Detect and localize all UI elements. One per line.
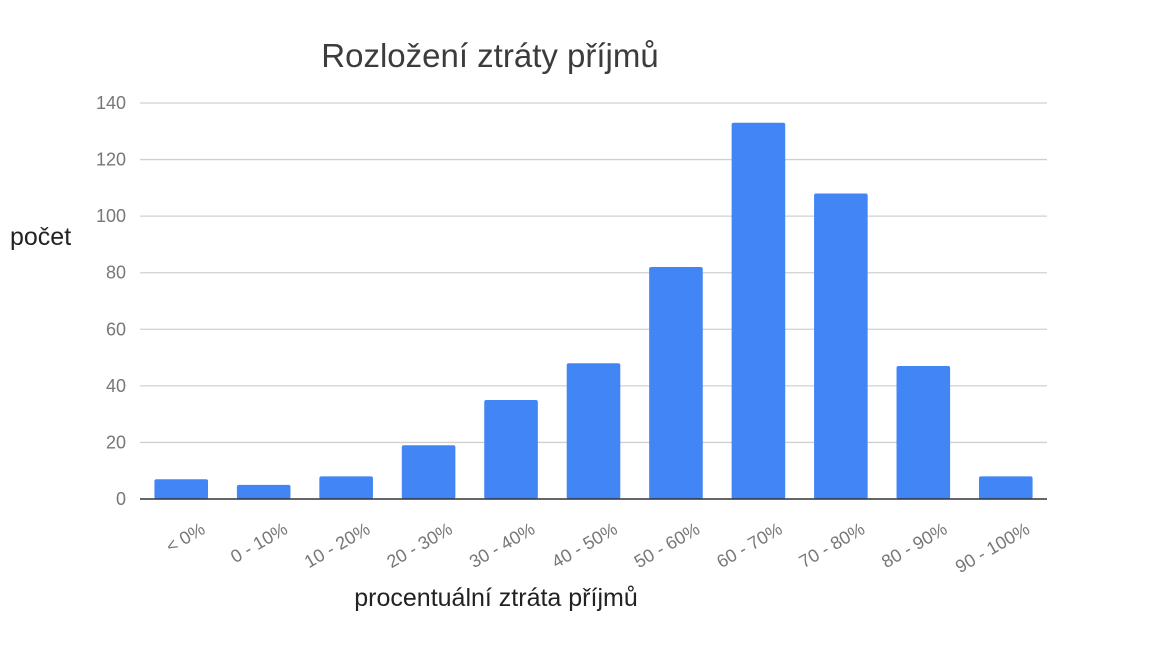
x-tick-label: 30 - 40%: [466, 519, 538, 572]
bar: [814, 193, 868, 499]
gridlines: [140, 102, 1047, 444]
y-tick-label: 60: [106, 319, 126, 339]
y-tick-label: 80: [106, 263, 126, 283]
y-axis-ticks: 0 20 40 60 80 100 120 140: [96, 93, 126, 509]
bars: [154, 122, 1033, 500]
bar: [401, 445, 456, 499]
x-axis-ticks: < 0% 0 - 10% 10 - 20% 20 - 30% 30 - 40% 40 - …: [162, 519, 1033, 577]
x-tick-label: 20 - 30%: [383, 519, 455, 572]
bar: [484, 400, 538, 499]
x-tick-label: 0 - 10%: [227, 519, 291, 567]
bar: [896, 366, 951, 499]
x-tick-label: 90 - 100%: [952, 519, 1033, 577]
y-tick-label: 20: [106, 432, 126, 452]
y-tick-label: 140: [96, 93, 126, 113]
x-tick-label: 40 - 50%: [548, 519, 620, 572]
bar: [978, 476, 1033, 499]
x-axis-title: procentuální ztráta příjmů: [354, 584, 637, 612]
chart-title: Rozložení ztráty příjmů: [321, 37, 658, 74]
x-tick-label: < 0%: [162, 519, 208, 557]
y-tick-label: 120: [96, 150, 126, 170]
bar: [154, 479, 209, 499]
x-tick-label: 60 - 70%: [713, 519, 785, 572]
bar: [731, 122, 786, 500]
bar: [236, 484, 291, 499]
x-tick-label: 10 - 20%: [301, 519, 373, 572]
y-tick-label: 100: [96, 206, 126, 226]
bar: [319, 476, 373, 499]
y-tick-label: 40: [106, 376, 126, 396]
bar: [566, 363, 621, 499]
x-tick-label: 50 - 60%: [631, 519, 703, 572]
x-tick-label: 80 - 90%: [878, 519, 950, 572]
x-tick-label: 70 - 80%: [796, 519, 868, 572]
bar: [649, 267, 703, 499]
y-tick-label: 0: [116, 489, 126, 509]
y-axis-title: počet: [10, 223, 71, 251]
